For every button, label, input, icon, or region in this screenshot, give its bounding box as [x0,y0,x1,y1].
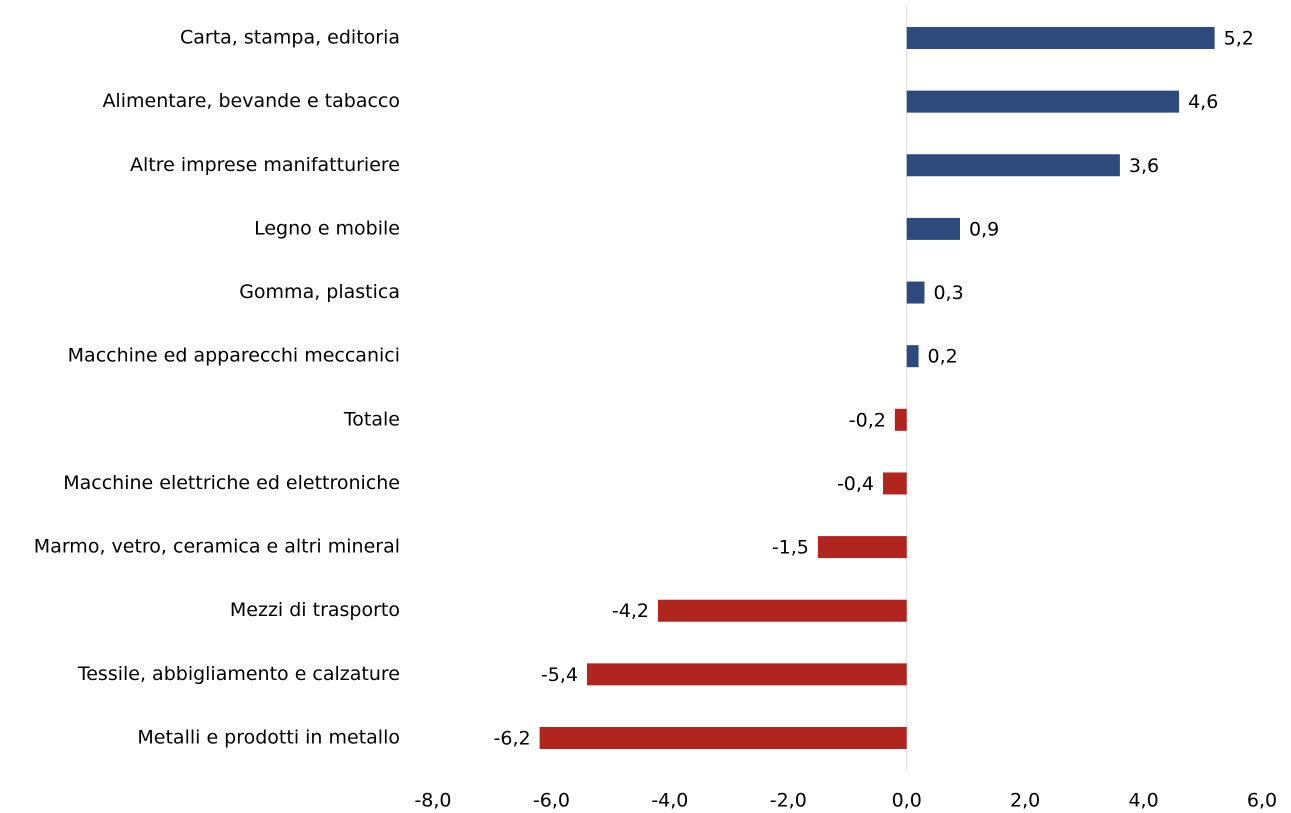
category-label: Macchine elettriche ed elettroniche [63,472,400,494]
category-label: Gomma, plastica [239,281,400,303]
x-tick-label: 2,0 [1010,790,1040,812]
x-tick-label: -2,0 [770,790,807,812]
value-label: -6,2 [494,728,531,750]
category-label: Marmo, vetro, ceramica e altri mineral [34,536,400,558]
value-label: 0,2 [928,346,958,368]
bar [906,345,919,368]
bar [894,408,907,431]
x-tick-label: -8,0 [414,790,451,812]
x-tick-label: -4,0 [651,790,688,812]
bar [906,154,1120,177]
value-label: 0,3 [933,282,963,304]
value-label: -0,4 [837,473,874,495]
x-tick-label: 4,0 [1128,790,1158,812]
x-tick-label: -6,0 [533,790,570,812]
value-label: 0,9 [969,218,999,240]
bar [906,27,1215,49]
bar [586,663,907,686]
bar [539,727,907,749]
category-label: Altre imprese manifatturiere [130,154,400,176]
value-label: 5,2 [1224,28,1254,50]
category-label: Mezzi di trasporto [230,599,400,621]
category-label: Totale [343,408,400,430]
bar [906,90,1180,113]
value-label: -0,2 [849,409,886,431]
category-label: Carta, stampa, editoria [180,27,400,49]
category-label: Metalli e prodotti in metallo [137,727,400,749]
category-label: Macchine ed apparecchi meccanici [68,345,400,367]
bar [817,536,907,559]
bar [658,599,907,622]
bar [906,281,925,304]
value-label: 3,6 [1129,155,1159,177]
category-label: Legno e mobile [254,217,400,239]
x-tick-label: 6,0 [1247,790,1277,812]
bar [883,472,907,495]
category-label: Tessile, abbigliamento e calzature [77,663,400,685]
value-label: -5,4 [541,664,578,686]
value-label: -1,5 [772,537,809,559]
bar [906,217,961,240]
x-tick-label: 0,0 [892,790,922,812]
value-label: 4,6 [1188,91,1218,113]
category-label: Alimentare, bevande e tabacco [102,90,400,112]
value-label: -4,2 [612,600,649,622]
